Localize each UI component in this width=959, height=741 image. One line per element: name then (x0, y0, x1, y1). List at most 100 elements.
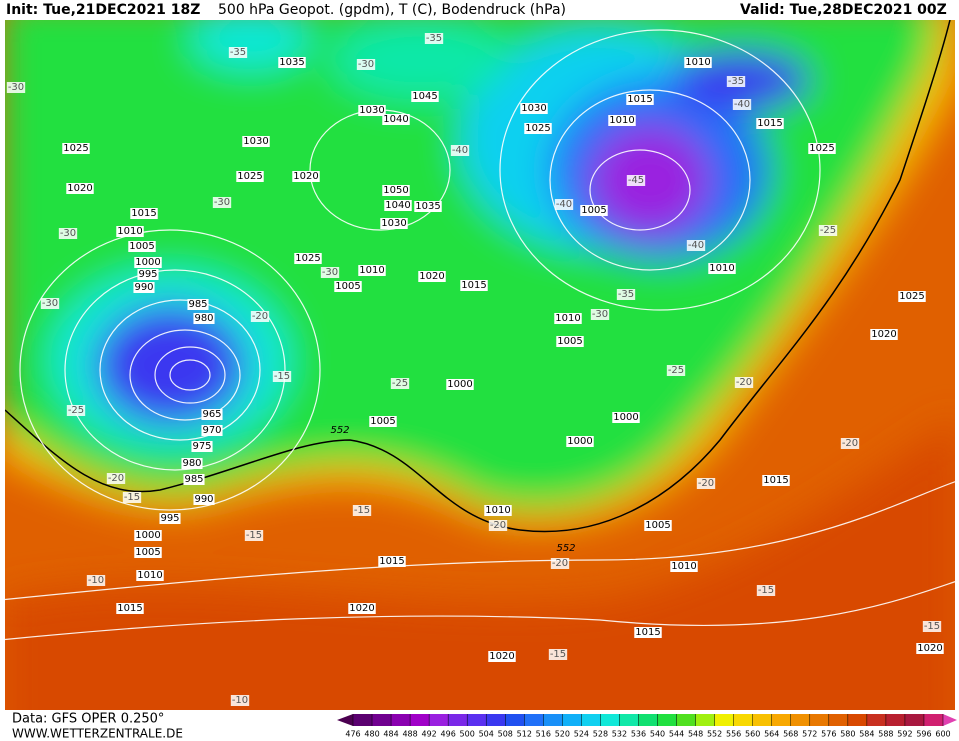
colorbar-label: 508 (498, 730, 513, 739)
colorbar-end (943, 714, 957, 726)
temperature-label-box (626, 175, 646, 186)
isobar-label-box (566, 436, 594, 447)
temperature-label: -20 (552, 558, 568, 569)
colorbar-swatch (847, 714, 868, 726)
isobar-label-box (756, 118, 784, 129)
isobar-label: 1015 (131, 208, 156, 219)
temperature-label: -30 (214, 197, 230, 208)
isobar-label-box (384, 200, 412, 211)
colorbar-label: 548 (688, 730, 703, 739)
isobar-label: 1005 (370, 416, 395, 427)
isobar-label: 1005 (645, 520, 670, 531)
colorbar-label: 480 (364, 730, 379, 739)
colorbar-label: 488 (402, 730, 417, 739)
colorbar-label: 588 (878, 730, 893, 739)
colorbar-swatch (600, 714, 620, 726)
colorbar-swatch (809, 714, 830, 726)
data-source: Data: GFS OPER 0.250° (12, 712, 164, 727)
isobar-label-box (916, 643, 944, 654)
colorbar-label: 528 (593, 730, 608, 739)
isobar-label: 1025 (237, 171, 262, 182)
isobar-label-box (762, 475, 790, 486)
temperature-label: -20 (490, 520, 506, 531)
temperature-label: -20 (736, 377, 752, 388)
isobar-label: 995 (138, 269, 157, 280)
isobar-label-box (66, 183, 94, 194)
isobar-label: 975 (192, 441, 211, 452)
temperature-label: -25 (392, 378, 408, 389)
isobar-label: 1030 (521, 103, 546, 114)
isobar-label: 1010 (137, 570, 162, 581)
isobar-label-box (128, 241, 156, 252)
colorbar-swatch (733, 714, 754, 726)
isobar-label: 1020 (917, 643, 942, 654)
isobar-label: 1015 (379, 556, 404, 567)
temperature-label-box (58, 228, 78, 239)
temperature-label: -40 (688, 240, 704, 251)
colorbar-swatch (885, 714, 906, 726)
colorbar-swatch (695, 714, 716, 726)
isobar-label: 1005 (557, 336, 582, 347)
colorbar-label: 592 (897, 730, 912, 739)
isobar-label-box (378, 556, 406, 567)
isobar-label-box (201, 425, 223, 436)
isobar-label: 1010 (609, 115, 634, 126)
colorbar-label: 500 (460, 730, 475, 739)
temperature-label: -35 (230, 47, 246, 58)
temperature-label: -10 (232, 695, 248, 706)
isobar-label-box (634, 627, 662, 638)
isobar-label-box (644, 520, 672, 531)
colorbar-swatch (904, 714, 925, 726)
temperature-label-box (818, 225, 838, 236)
isobar-label: 1000 (135, 257, 160, 268)
isobar-label: 1005 (135, 547, 160, 558)
colorbar-swatch (771, 714, 792, 726)
isobar-label-box (130, 208, 158, 219)
colorbar-label: 576 (821, 730, 836, 739)
temperature-label-box (732, 99, 752, 110)
temperature-label-box (756, 585, 776, 596)
temperature-label-box (616, 289, 636, 300)
temperature-label-box (6, 82, 26, 93)
isobar-label-box (520, 103, 548, 114)
temperature-label-box (212, 197, 232, 208)
colorbar-label: 504 (479, 730, 494, 739)
colorbar-swatch (676, 714, 697, 726)
temperature-label: -15 (550, 649, 566, 660)
colorbar-swatch (562, 714, 582, 726)
temperature-label: -30 (8, 82, 24, 93)
isobar-label: 1025 (525, 123, 550, 134)
isobar-label-box (193, 494, 215, 505)
temperature-label: -25 (820, 225, 836, 236)
colorbar-swatch (752, 714, 773, 726)
isobar-label-box (580, 205, 608, 216)
temperature-label-box (352, 505, 372, 516)
isobar-label: 985 (184, 474, 203, 485)
isobar-label: 980 (194, 313, 213, 324)
colorbar-label: 540 (650, 730, 665, 739)
site-name: WWW.WETTERZENTRALE.DE (12, 727, 183, 741)
isobar-label-box (414, 201, 442, 212)
colorbar-label: 520 (555, 730, 570, 739)
isobar-label: 990 (194, 494, 213, 505)
colorbar-swatch (619, 714, 639, 726)
isobar-label: 1025 (899, 291, 924, 302)
isobar-label: 1025 (809, 143, 834, 154)
colorbar-label: 572 (802, 730, 817, 739)
isobar-label: 1040 (385, 200, 410, 211)
temperature-label-box (230, 695, 250, 706)
colorbar-label: 532 (612, 730, 627, 739)
isobar-label-box (62, 143, 90, 154)
isobar-label: 1000 (447, 379, 472, 390)
colorbar-swatch (486, 714, 506, 726)
temperature-label: -30 (322, 267, 338, 278)
isobar-label: 1010 (485, 505, 510, 516)
isobar-label-box (612, 412, 640, 423)
isobar-label: 1010 (359, 265, 384, 276)
isobar-label-box (418, 271, 446, 282)
temperature-label: -40 (452, 145, 468, 156)
colorbar-label: 556 (726, 730, 741, 739)
colorbar-label: 544 (669, 730, 684, 739)
temperature-label: -15 (246, 530, 262, 541)
colorbar-swatch (828, 714, 849, 726)
